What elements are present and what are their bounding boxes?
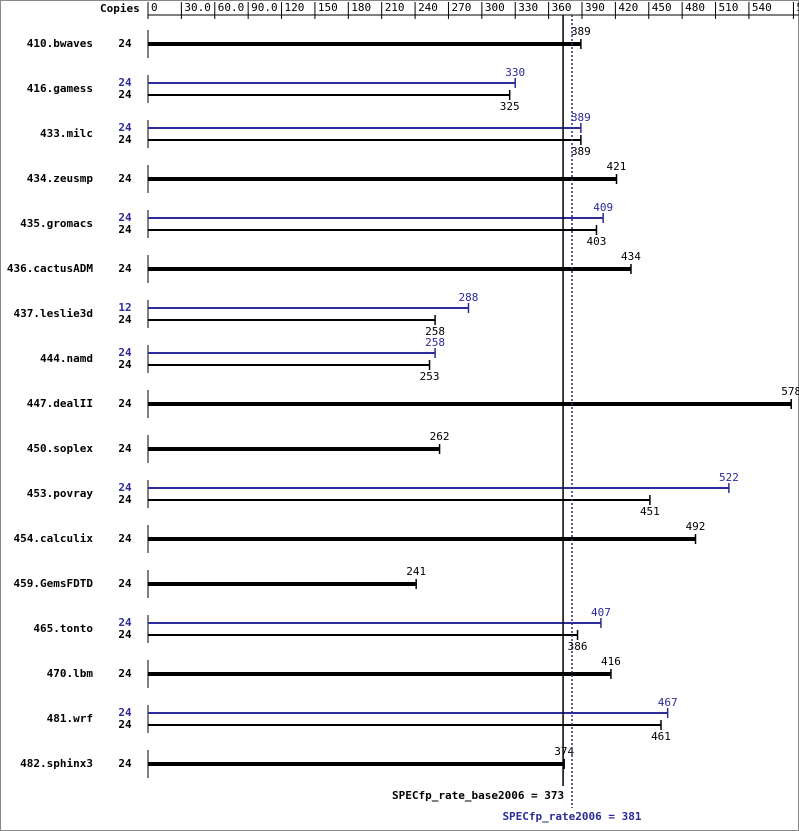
category-label: 481.wrf (47, 712, 93, 725)
x-tick-label: 90.0 (251, 1, 278, 14)
copies: 24 (118, 358, 132, 371)
value-label: 522 (719, 471, 739, 484)
value-label: 416 (601, 655, 621, 668)
x-tick-label: 210 (385, 1, 405, 14)
copies: 24 (118, 172, 132, 185)
x-tick-label: 0 (151, 1, 158, 14)
copies: 24 (118, 211, 132, 224)
copies: 24 (118, 757, 132, 770)
category-label: 470.lbm (47, 667, 94, 680)
x-tick-label: 30.0 (184, 1, 211, 14)
copies: 24 (118, 532, 132, 545)
x-tick-label: 240 (418, 1, 438, 14)
category-label: 482.sphinx3 (20, 757, 93, 770)
value-label: 492 (686, 520, 706, 533)
x-tick-label: 300 (485, 1, 505, 14)
copies: 24 (118, 493, 132, 506)
x-tick-label: 390 (585, 1, 605, 14)
x-tick-label: 270 (451, 1, 471, 14)
value-label: 241 (406, 565, 426, 578)
value-label: 253 (420, 370, 440, 383)
value-label: 467 (658, 696, 678, 709)
category-label: 444.namd (40, 352, 93, 365)
value-label: 389 (571, 111, 591, 124)
value-label: 330 (505, 66, 525, 79)
copies: 24 (118, 76, 132, 89)
copies: 12 (118, 301, 131, 314)
x-tick-label: 450 (652, 1, 672, 14)
x-tick-label: 420 (618, 1, 638, 14)
value-label: 409 (593, 201, 613, 214)
category-label: 435.gromacs (20, 217, 93, 230)
x-tick-label: 510 (719, 1, 739, 14)
x-tick-label: 480 (685, 1, 705, 14)
value-label: 578 (781, 385, 799, 398)
value-label: 374 (554, 745, 574, 758)
x-tick-label: 60.0 (218, 1, 245, 14)
copies: 24 (118, 262, 132, 275)
copies: 24 (118, 718, 132, 731)
value-label: 325 (500, 100, 520, 113)
reference-label: SPECfp_rate_base2006 = 373 (392, 789, 564, 802)
category-label: 410.bwaves (27, 37, 93, 50)
x-tick-label: 330 (518, 1, 538, 14)
x-tick-label: 580 (796, 1, 799, 14)
value-label: 407 (591, 606, 611, 619)
value-label: 262 (430, 430, 450, 443)
copies: 24 (118, 37, 132, 50)
category-label: 433.milc (40, 127, 93, 140)
copies: 24 (118, 616, 132, 629)
category-label: 459.GemsFDTD (14, 577, 94, 590)
value-label: 461 (651, 730, 671, 743)
value-label: 421 (607, 160, 627, 173)
category-label: 450.soplex (27, 442, 94, 455)
x-tick-label: 180 (351, 1, 371, 14)
category-label: 454.calculix (14, 532, 94, 545)
value-label: 386 (568, 640, 588, 653)
copies: 24 (118, 667, 132, 680)
copies-header: Copies (100, 2, 140, 15)
category-label: 416.gamess (27, 82, 93, 95)
value-label: 258 (425, 325, 445, 338)
value-label: 389 (571, 145, 591, 158)
x-tick-label: 360 (552, 1, 572, 14)
category-label: 434.zeusmp (27, 172, 94, 185)
value-label: 258 (425, 336, 445, 349)
x-tick-label: 540 (752, 1, 772, 14)
copies: 24 (118, 313, 132, 326)
copies: 24 (118, 481, 132, 494)
copies: 24 (118, 706, 132, 719)
copies: 24 (118, 88, 132, 101)
copies: 24 (118, 397, 132, 410)
category-label: 437.leslie3d (14, 307, 93, 320)
value-label: 389 (571, 25, 591, 38)
copies: 24 (118, 442, 132, 455)
value-label: 288 (459, 291, 479, 304)
x-tick-label: 120 (285, 1, 305, 14)
copies: 24 (118, 346, 132, 359)
copies: 24 (118, 628, 132, 641)
reference-label: SPECfp_rate2006 = 381 (502, 810, 641, 823)
value-label: 403 (587, 235, 607, 248)
copies: 24 (118, 577, 132, 590)
value-label: 451 (640, 505, 660, 518)
copies: 24 (118, 133, 132, 146)
category-label: 453.povray (27, 487, 94, 500)
x-tick-label: 150 (318, 1, 338, 14)
category-label: 436.cactusADM (7, 262, 93, 275)
copies: 24 (118, 223, 132, 236)
category-label: 465.tonto (33, 622, 93, 635)
copies: 24 (118, 121, 132, 134)
category-label: 447.dealII (27, 397, 93, 410)
value-label: 434 (621, 250, 641, 263)
